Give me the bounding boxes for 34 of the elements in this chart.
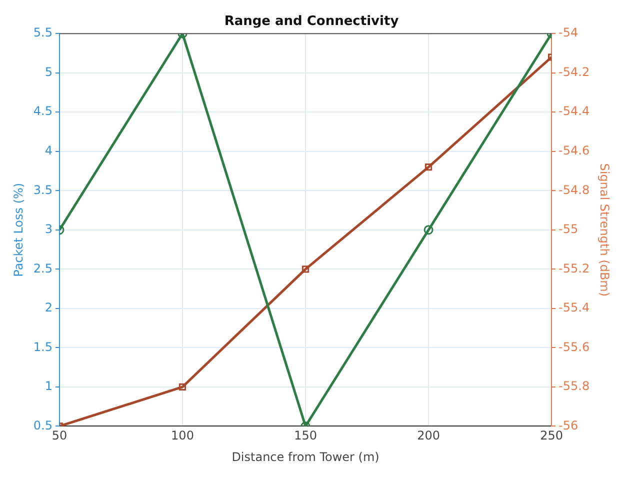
y2-tick-label: -55.6: [558, 340, 590, 354]
x-tick-label: 150: [294, 428, 317, 443]
point: [424, 225, 434, 235]
y2-tick-label: -54.4: [558, 104, 590, 118]
y-tick-label: 1.5: [33, 340, 52, 354]
y-tick-label: 5.5: [33, 26, 52, 40]
y2-tick-label: -54.8: [558, 182, 590, 197]
y2-axis-title: Signal Strength (dBm): [598, 163, 612, 297]
y2-tick-label: -55: [558, 222, 578, 236]
y2-tick-label: -54.6: [558, 144, 590, 158]
point: [302, 266, 310, 273]
y-tick-label: 4.5: [33, 104, 52, 118]
y-axis-title: Packet Loss (%): [11, 182, 26, 277]
x-tick-label: 50: [52, 428, 68, 443]
y-tick-label: 1: [44, 379, 52, 394]
y2-tick-label: -55.2: [558, 261, 590, 276]
point: [178, 383, 186, 391]
point: [424, 164, 432, 171]
chart-title: Range and Connectivity: [224, 14, 400, 30]
y-tick-label: 5: [44, 64, 52, 79]
y-tick-label: 4: [44, 144, 52, 158]
y-tick-label: 0.5: [33, 418, 52, 432]
y-tick-label: 2.5: [33, 261, 52, 276]
y2-tick-label: -55.8: [558, 379, 590, 394]
y-tick-label: 2: [44, 300, 52, 315]
x-axis-title: Distance from Tower (m): [232, 450, 380, 464]
x-tick-label: 100: [171, 428, 194, 443]
y-tick-label: 3: [44, 222, 52, 236]
x-tick-label: 250: [540, 428, 564, 443]
y2-tick-label: -54.2: [558, 64, 590, 79]
y2-tick-label: -54: [558, 26, 578, 40]
y-tick-label: 3.5: [33, 182, 52, 197]
y2-tick-label: -55.4: [558, 300, 590, 315]
x-tick-label: 200: [417, 428, 440, 443]
